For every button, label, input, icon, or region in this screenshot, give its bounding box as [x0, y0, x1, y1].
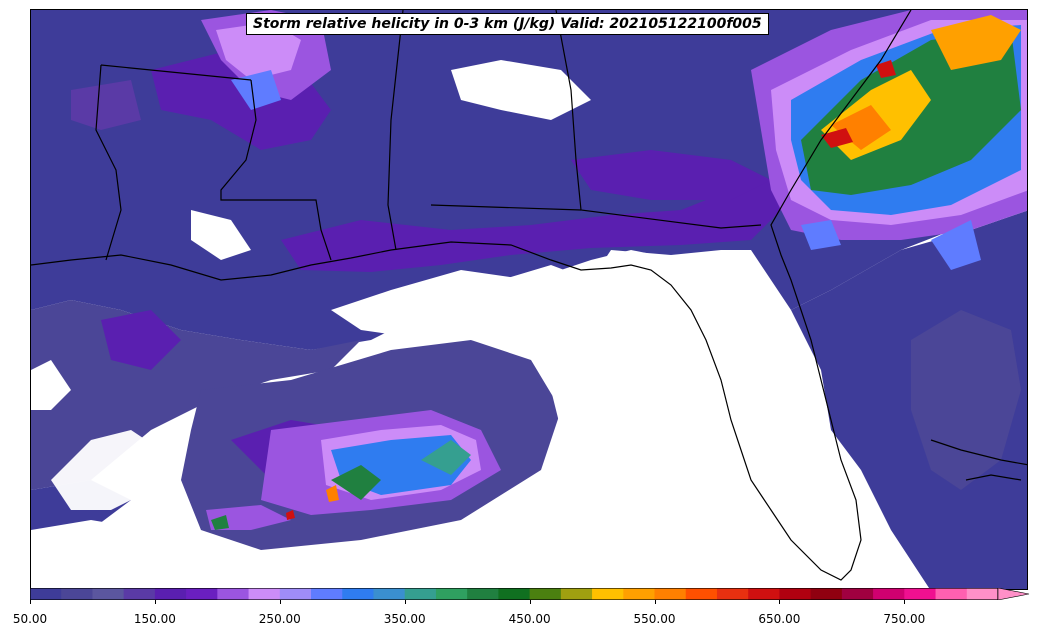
colorbar-segment — [685, 588, 718, 600]
colorbar-tick-mark — [30, 600, 31, 604]
colorbar-segment — [810, 588, 843, 600]
colorbar-tick-label: 750.00 — [883, 612, 926, 626]
coastlines-and-borders — [31, 10, 1027, 581]
colorbar-segment — [311, 588, 343, 600]
colorbar-segment — [498, 588, 531, 600]
colorbar-segment — [560, 588, 593, 600]
colorbar-segment — [435, 588, 468, 600]
colorbar-tick-mark — [904, 600, 906, 604]
colorbar — [30, 588, 1030, 600]
colorbar-tick-mark — [279, 600, 281, 604]
colorbar-segment — [61, 588, 93, 600]
colorbar-tick-label: 150.00 — [133, 612, 176, 626]
colorbar-segment — [592, 588, 624, 600]
colorbar-segment — [248, 588, 281, 600]
colorbar-outline — [30, 588, 999, 600]
colorbar-segment — [623, 588, 656, 600]
colorbar-segment — [904, 588, 937, 600]
colorbar-segment — [779, 588, 812, 600]
map-panel — [30, 9, 1028, 590]
colorbar-segment — [342, 588, 374, 600]
colorbar-segment — [279, 588, 312, 600]
map-title: Storm relative helicity in 0-3 km (J/kg)… — [253, 16, 762, 32]
colorbar-tick-label: 550.00 — [633, 612, 676, 626]
colorbar-segment — [716, 588, 749, 600]
colorbar-segment — [373, 588, 406, 600]
colorbar-segment — [529, 588, 562, 600]
helicity-field-gaps — [31, 60, 1027, 589]
colorbar-tick-mark — [404, 600, 406, 604]
colorbar-segment — [186, 588, 218, 600]
colorbar-tick-label: 450.00 — [508, 612, 551, 626]
colorbar-segment — [123, 588, 156, 600]
colorbar-segment — [467, 588, 499, 600]
helicity-field-red — [286, 60, 896, 520]
colorbar-tick-label: 50.00 — [12, 612, 48, 626]
colorbar-tick-label: 250.00 — [258, 612, 301, 626]
colorbar-segment — [92, 588, 125, 600]
colorbar-tick-label: 350.00 — [383, 612, 426, 626]
colorbar-segment — [654, 588, 687, 600]
colorbar-segment — [966, 588, 999, 600]
colorbar-segment — [30, 588, 62, 600]
colorbar-segment — [748, 588, 780, 600]
colorbar-tick-mark — [654, 600, 656, 604]
colorbar-tick-label: 650.00 — [758, 612, 801, 626]
colorbar-tick-mark — [154, 600, 156, 604]
colorbar-segment — [404, 588, 437, 600]
colorbar-segment — [154, 588, 187, 600]
map-title-box: Storm relative helicity in 0-3 km (J/kg)… — [246, 13, 769, 35]
colorbar-segment — [841, 588, 874, 600]
colorbar-tick-mark — [529, 600, 531, 604]
helicity-map — [31, 10, 1027, 589]
colorbar-extension — [997, 588, 1030, 600]
colorbar-tick-mark — [779, 600, 781, 604]
colorbar-segment — [217, 588, 250, 600]
colorbar-segment — [935, 588, 968, 600]
colorbar-segment — [873, 588, 905, 600]
